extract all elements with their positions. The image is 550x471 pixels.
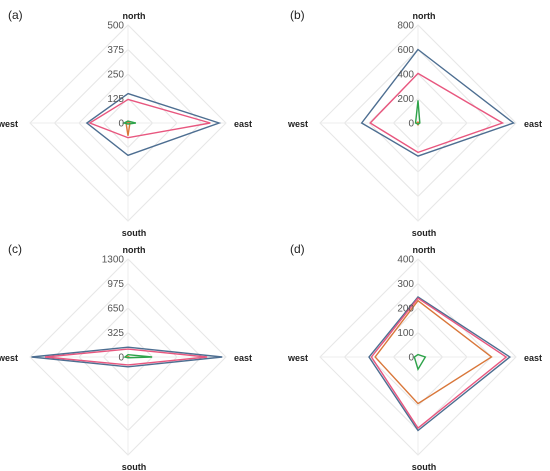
- axis-label-north: north: [123, 11, 146, 21]
- axis-label-south: south: [412, 462, 437, 471]
- axis-label-west: west: [287, 353, 308, 363]
- series-4-polygon: [123, 354, 153, 359]
- series-3-polygon: [374, 299, 493, 405]
- series-4-polygon: [414, 100, 421, 126]
- series-1-polygon: [360, 48, 516, 157]
- series-4-polygon: [413, 353, 427, 371]
- series-2-polygon: [370, 297, 508, 430]
- tick-label: 1300: [102, 255, 125, 266]
- tick-label: 250: [107, 70, 124, 81]
- axis-label-north: north: [413, 11, 436, 21]
- tick-label: 300: [397, 279, 414, 290]
- tick-label: 975: [107, 279, 124, 290]
- axis-label-north: north: [123, 245, 146, 255]
- series-3-polygon: [125, 121, 131, 136]
- panel-label: (d): [290, 242, 305, 256]
- tick-label: 500: [107, 21, 124, 32]
- axis-label-south: south: [412, 228, 437, 238]
- axis-label-south: south: [122, 228, 147, 238]
- series-2-polygon: [369, 72, 505, 154]
- series-1-polygon: [85, 92, 222, 157]
- axis-label-south: south: [122, 462, 147, 471]
- tick-label: 650: [107, 304, 124, 315]
- panel-label: (c): [8, 242, 22, 256]
- axis-label-west: west: [0, 119, 18, 129]
- tick-label: 200: [397, 94, 414, 105]
- tick-label: 125: [107, 94, 124, 105]
- tick-label: 400: [397, 70, 414, 81]
- tick-label: 400: [397, 255, 414, 266]
- series-1-polygon: [368, 296, 512, 432]
- tick-label: 325: [107, 328, 124, 339]
- axis-label-north: north: [413, 245, 436, 255]
- axis-label-east: east: [234, 119, 252, 129]
- series-4-polygon: [122, 120, 137, 125]
- tick-label: 200: [397, 304, 414, 315]
- axis-label-west: west: [0, 353, 18, 363]
- tick-label: 0: [408, 353, 414, 364]
- series-2-polygon: [88, 98, 211, 139]
- series-1-polygon: [31, 346, 223, 368]
- tick-label: 100: [397, 328, 414, 339]
- tick-label: 800: [397, 21, 414, 32]
- axis-label-west: west: [287, 119, 308, 129]
- series-2-polygon: [45, 348, 208, 366]
- tick-label: 0: [118, 119, 124, 130]
- tick-label: 600: [397, 45, 414, 56]
- axis-label-east: east: [524, 119, 542, 129]
- panel-label: (a): [8, 8, 23, 22]
- axis-label-east: east: [234, 353, 252, 363]
- tick-label: 0: [408, 119, 414, 130]
- tick-label: 375: [107, 45, 124, 56]
- axis-label-east: east: [524, 353, 542, 363]
- tick-label: 0: [118, 353, 124, 364]
- panel-label: (b): [290, 8, 305, 22]
